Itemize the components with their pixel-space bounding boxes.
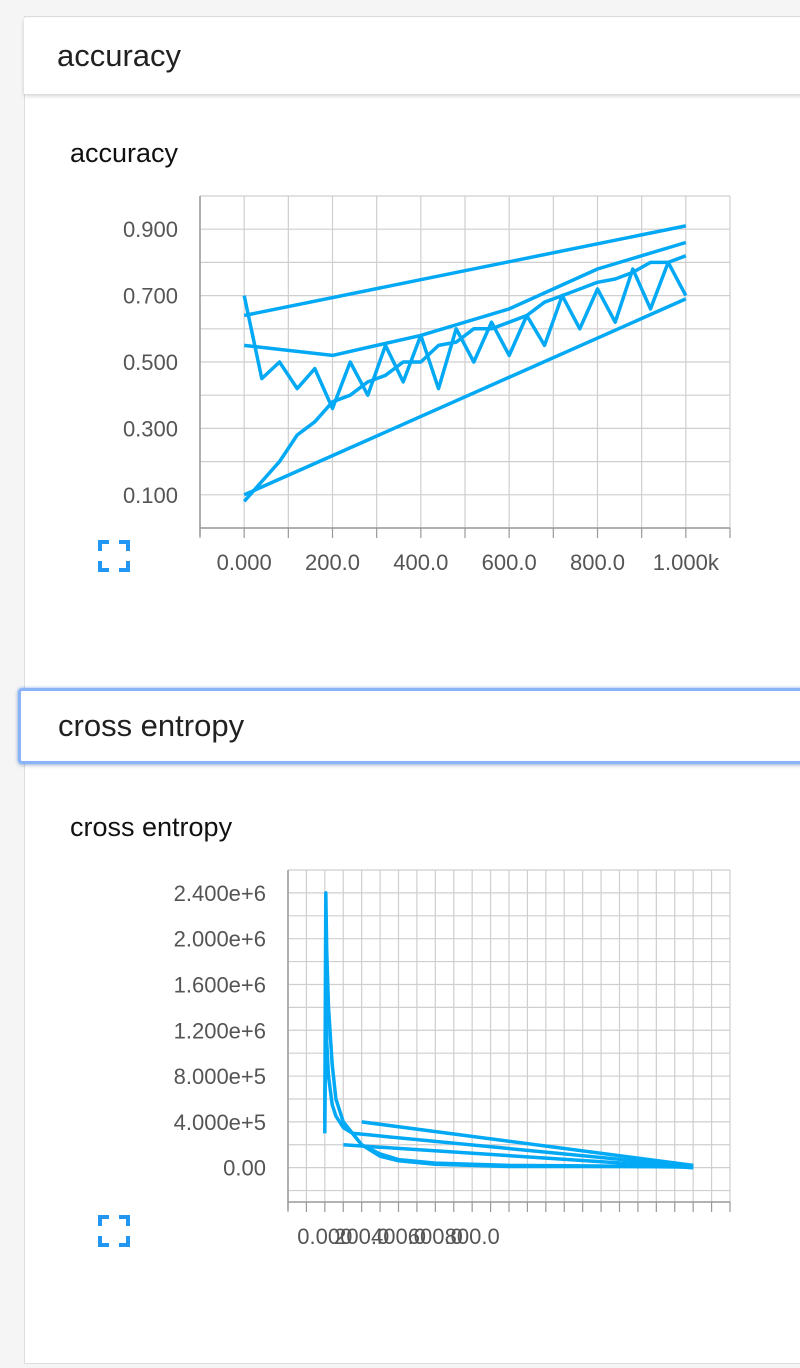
x-tick-label: 0.000 (297, 1224, 352, 1249)
cross-entropy-chart[interactable]: 0.00 4.000e+5 8.000e+5 1.200e+6 1.600e+6 2.00… (0, 860, 800, 1260)
x-tick-label: 200.0 (305, 550, 360, 575)
x-tick-label: 600.0 (482, 550, 537, 575)
x-tick-label: 800.0 (445, 1224, 500, 1249)
y-tick-label: 1.600e+6 (174, 972, 266, 997)
series-line-4 (244, 240, 687, 358)
grid (287, 869, 731, 1202)
card-header-accuracy[interactable]: accuracy (24, 18, 800, 94)
x-tick-label: 400.0 (393, 550, 448, 575)
fullscreen-icon[interactable] (97, 1214, 131, 1248)
y-tick-label: 2.400e+6 (174, 881, 266, 906)
series-line-3 (243, 297, 687, 497)
chart-title: accuracy (70, 138, 179, 168)
series-line-0 (242, 254, 687, 503)
card-header-cross-entropy[interactable]: cross entropy (18, 688, 800, 764)
y-tick-label: 0.700 (123, 284, 178, 309)
series-line-3 (352, 1131, 694, 1169)
x-tick-label: 0.000 (217, 550, 272, 575)
series-line-2 (361, 1120, 694, 1168)
grid (199, 195, 731, 529)
card-title: accuracy (57, 38, 182, 73)
y-tick-label: 4.000e+5 (174, 1110, 266, 1135)
y-tick-label: 0.300 (123, 416, 178, 441)
fullscreen-icon[interactable] (97, 539, 131, 573)
series-line-4 (343, 1143, 694, 1170)
y-tick-label: 2.000e+6 (174, 927, 266, 952)
y-tick-label: 0.900 (123, 217, 178, 242)
y-tick-label: 8.000e+5 (174, 1064, 266, 1089)
chart-title: cross entropy (70, 812, 233, 842)
y-tick-label: 0.500 (123, 350, 178, 375)
y-tick-label: 1.200e+6 (174, 1018, 266, 1043)
x-tick-label: 200.0 (334, 1224, 389, 1249)
x-tick-label: 800.0 (570, 550, 625, 575)
series-line-1 (242, 260, 688, 411)
card-title: cross entropy (58, 708, 245, 743)
y-tick-label: 0.00 (223, 1156, 266, 1181)
x-tick-label: 1.000k (653, 550, 720, 575)
y-tick-label: 0.100 (123, 483, 178, 508)
x-tick-label: 400.0 (371, 1224, 426, 1249)
series-line-2 (243, 224, 687, 318)
x-tick-label: 600.0 (408, 1224, 463, 1249)
accuracy-chart[interactable]: 0.100 0.300 0.500 0.700 0.900 0.000 200.0 400.0… (0, 190, 800, 590)
